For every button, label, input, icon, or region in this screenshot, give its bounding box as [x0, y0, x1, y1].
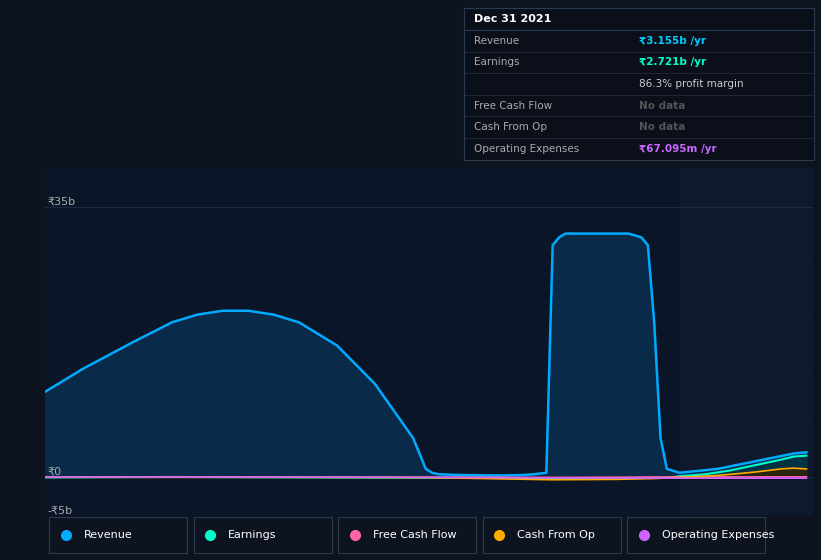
Text: Earnings: Earnings — [475, 58, 520, 67]
Text: Free Cash Flow: Free Cash Flow — [475, 101, 553, 111]
Text: Operating Expenses: Operating Expenses — [662, 530, 774, 540]
Text: Free Cash Flow: Free Cash Flow — [373, 530, 456, 540]
Bar — [680, 168, 821, 515]
Text: 86.3% profit margin: 86.3% profit margin — [639, 79, 743, 89]
Text: Cash From Op: Cash From Op — [475, 122, 548, 132]
Text: Revenue: Revenue — [475, 36, 520, 46]
Text: ₹35b: ₹35b — [48, 197, 76, 207]
Text: ₹67.095m /yr: ₹67.095m /yr — [639, 144, 717, 154]
Text: ₹0: ₹0 — [48, 466, 62, 477]
Text: Revenue: Revenue — [84, 530, 132, 540]
Text: No data: No data — [639, 122, 685, 132]
Text: Dec 31 2021: Dec 31 2021 — [475, 14, 552, 24]
Text: Earnings: Earnings — [228, 530, 277, 540]
Text: No data: No data — [639, 101, 685, 111]
Text: ₹2.721b /yr: ₹2.721b /yr — [639, 58, 706, 67]
Text: ₹3.155b /yr: ₹3.155b /yr — [639, 36, 706, 46]
Text: Operating Expenses: Operating Expenses — [475, 144, 580, 154]
Text: -₹5b: -₹5b — [48, 505, 73, 515]
Text: Cash From Op: Cash From Op — [517, 530, 595, 540]
